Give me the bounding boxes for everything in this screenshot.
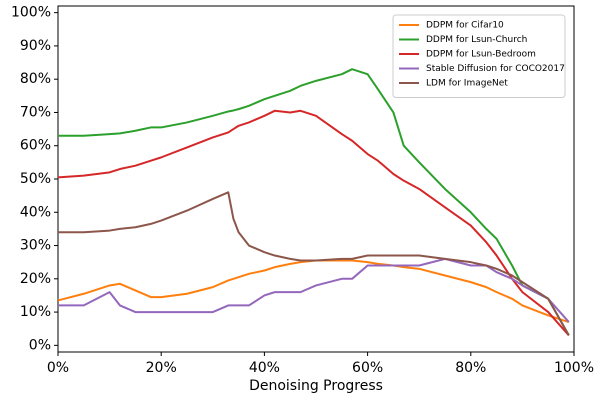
x-axis-label: Denoising Progress: [249, 378, 383, 394]
y-tick-label: 80%: [20, 71, 51, 87]
y-tick-label: 70%: [20, 104, 51, 120]
x-tick-label: 100%: [554, 360, 594, 376]
series-line: [58, 68, 570, 336]
y-tick-label: 10%: [20, 304, 51, 320]
y-tick-label: 60%: [20, 138, 51, 154]
legend: DDPM for Cifar10 DDPM for Lsun-Church DDPM…: [392, 14, 566, 98]
x-tick-label: 20%: [146, 360, 177, 376]
y-tick-label: 0%: [29, 337, 51, 353]
y-tick-label: 40%: [20, 204, 51, 220]
series-line: [58, 257, 570, 323]
y-tick-label: 100%: [11, 5, 51, 21]
y-tick-label: 20%: [20, 271, 51, 287]
legend-label: DDPM for Lsun-Church: [426, 35, 527, 45]
y-tick-label: 90%: [20, 38, 51, 54]
x-tick-label: 0%: [47, 360, 69, 376]
legend-box: [392, 14, 566, 98]
legend-label: LDM for ImageNet: [426, 79, 508, 89]
y-tick-label: 50%: [20, 171, 51, 187]
series-line: [57, 259, 570, 324]
legend-label: Stable Diffusion for COCO2017: [426, 64, 565, 74]
legend-label: DDPM for Cifar10: [426, 21, 504, 31]
x-tick-label: 40%: [249, 360, 280, 376]
y-tick-label: 30%: [20, 238, 51, 254]
legend-label: DDPM for Lsun-Bedroom: [426, 50, 536, 60]
x-tick-label: 80%: [455, 360, 486, 376]
x-tick-label: 60%: [352, 360, 383, 376]
series-line: [57, 109, 570, 337]
series-line: [58, 191, 570, 336]
